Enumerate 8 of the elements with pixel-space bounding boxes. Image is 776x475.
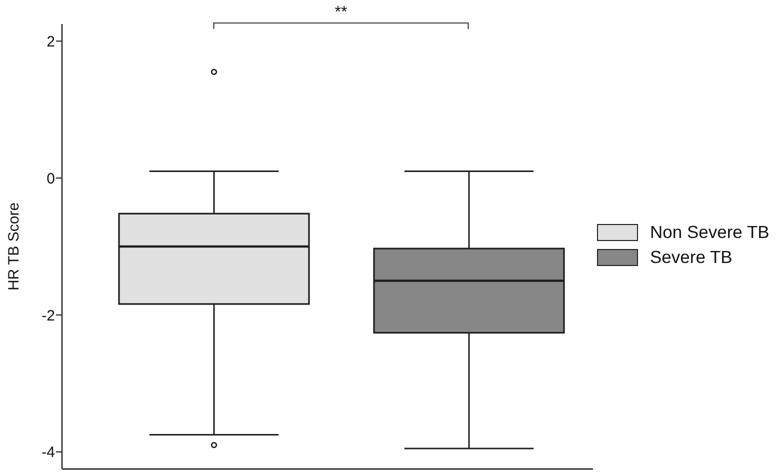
- legend-label: Non Severe TB: [650, 222, 770, 243]
- y-tick-label: 2: [46, 33, 55, 50]
- legend-label: Severe TB: [650, 247, 732, 268]
- y-tick-label: 0: [46, 170, 55, 188]
- y-tick-label: -4: [42, 444, 55, 462]
- y-axis-title: HR TB Score: [6, 202, 22, 291]
- y-tick-label: -2: [42, 307, 55, 324]
- text: **: [334, 4, 348, 21]
